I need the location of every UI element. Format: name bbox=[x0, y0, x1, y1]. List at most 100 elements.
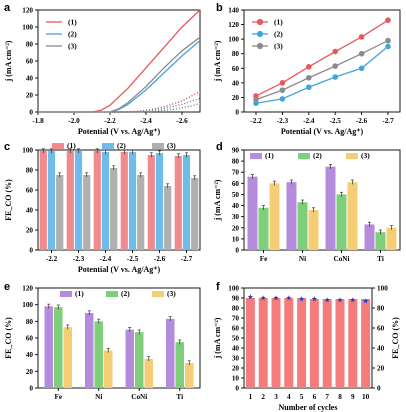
bar bbox=[258, 298, 268, 388]
series-line bbox=[255, 40, 389, 101]
star-marker bbox=[260, 295, 266, 301]
y-tick-label: 60 bbox=[26, 58, 34, 66]
y-tick-label-right: 0 bbox=[377, 385, 381, 393]
bar bbox=[101, 152, 110, 250]
bar bbox=[175, 342, 184, 388]
bar bbox=[166, 318, 175, 388]
panel-a: a 0 20 40 60 80 100 120 -1.8 -2.0 -2.2 -2.4 -2.6 (1) (… bbox=[4, 2, 201, 136]
bar bbox=[375, 232, 386, 250]
x-tick-label: Ti bbox=[377, 255, 384, 263]
y-tick-label-right: 40 bbox=[377, 345, 385, 353]
bar bbox=[348, 299, 358, 388]
bar bbox=[164, 186, 172, 250]
bar bbox=[44, 306, 53, 388]
x-tick-label: -2.7 bbox=[382, 117, 394, 125]
x-tick-label: -2.2 bbox=[104, 117, 116, 125]
data-point bbox=[306, 64, 312, 70]
data-point bbox=[332, 74, 339, 80]
y-tick-label: 20 bbox=[232, 365, 240, 373]
data-point bbox=[358, 50, 365, 57]
y-tick-label: 60 bbox=[232, 180, 240, 188]
x-tick-label: -2.0 bbox=[68, 117, 80, 125]
x-tick-label: 2 bbox=[261, 393, 265, 401]
x-axis-label: Number of cycles bbox=[279, 403, 338, 412]
legend-label: (3) bbox=[361, 151, 370, 160]
y-axis-label: j (mA cm⁻²) bbox=[4, 40, 13, 82]
x-tick-label: -2.5 bbox=[330, 117, 342, 125]
x-tick-label: -2.3 bbox=[277, 117, 289, 125]
series-dotted-line bbox=[38, 102, 201, 113]
legend-label: (2) bbox=[313, 151, 322, 160]
data-point bbox=[385, 17, 391, 24]
data-point bbox=[279, 87, 286, 93]
legend-swatch bbox=[106, 291, 118, 297]
y-axis-label-right: FE_CO (%) bbox=[391, 317, 400, 359]
y-tick-label: 80 bbox=[232, 305, 240, 313]
y-tick-label: 30 bbox=[232, 213, 240, 221]
y-tick-label: 100 bbox=[228, 285, 239, 293]
star-marker bbox=[286, 295, 292, 301]
legend-label: (1) bbox=[68, 18, 77, 27]
bar bbox=[104, 350, 113, 388]
x-tick-label: 6 bbox=[313, 393, 317, 401]
y-tick-label-right: 20 bbox=[377, 365, 385, 373]
x-tick-label: Fe bbox=[260, 255, 268, 263]
bar bbox=[137, 175, 145, 250]
panel-letter: a bbox=[4, 2, 11, 14]
y-tick-label: 40 bbox=[232, 345, 240, 353]
bar bbox=[347, 182, 358, 250]
y-tick-label-right: 80 bbox=[377, 305, 385, 313]
data-point bbox=[358, 34, 365, 40]
panel-letter: b bbox=[216, 2, 223, 14]
y-tick-label: 60 bbox=[232, 65, 240, 73]
series-line bbox=[255, 19, 389, 97]
legend-label: (1) bbox=[265, 151, 274, 160]
bar bbox=[297, 202, 308, 250]
legend-swatch bbox=[346, 153, 358, 159]
series-line bbox=[255, 45, 389, 104]
x-tick-label: Ni bbox=[299, 255, 306, 263]
bar bbox=[56, 175, 64, 250]
bar bbox=[110, 168, 118, 250]
bar bbox=[286, 182, 297, 250]
x-tick-label: 10 bbox=[362, 393, 370, 401]
bar bbox=[269, 183, 280, 250]
y-tick-label: 0 bbox=[235, 247, 239, 255]
y-tick-label: 20 bbox=[26, 92, 34, 100]
bar bbox=[93, 151, 101, 250]
y-axis-label: FE_CO (%) bbox=[4, 317, 13, 359]
bar bbox=[144, 358, 153, 388]
plot-frame bbox=[243, 9, 401, 113]
bar bbox=[185, 363, 194, 388]
y-tick-label: 40 bbox=[26, 351, 34, 359]
y-tick-label: 120 bbox=[22, 285, 33, 293]
legend-label: (3) bbox=[68, 42, 77, 51]
bar bbox=[191, 178, 199, 250]
legend-swatch bbox=[52, 143, 64, 149]
data-point bbox=[306, 84, 312, 91]
y-tick-label: 100 bbox=[22, 301, 33, 309]
panel-b: b 0 20 40 60 80 100 120 140 -2.2 -2.3 -2.4 -2.5 -2.6 -… bbox=[213, 2, 401, 136]
y-tick-label: 70 bbox=[232, 169, 240, 177]
x-tick-label: -2.2 bbox=[46, 255, 58, 263]
panel-letter: e bbox=[4, 281, 10, 293]
y-tick-label: 120 bbox=[22, 7, 33, 15]
y-tick-label: 20 bbox=[26, 227, 34, 235]
x-tick-label: -2.4 bbox=[140, 117, 152, 125]
legend-label: (3) bbox=[167, 141, 176, 150]
bar bbox=[182, 155, 191, 250]
data-point bbox=[358, 65, 365, 72]
y-tick-label: 0 bbox=[235, 385, 239, 393]
bar bbox=[66, 151, 74, 250]
data-point bbox=[306, 74, 312, 81]
bar bbox=[284, 298, 294, 388]
y-tick-label: 20 bbox=[26, 368, 34, 376]
x-tick-label: 3 bbox=[274, 393, 278, 401]
panel-letter: c bbox=[4, 141, 10, 153]
star-marker bbox=[362, 298, 369, 304]
legend-marker bbox=[256, 42, 264, 50]
y-tick-label: 60 bbox=[26, 187, 34, 195]
bar bbox=[85, 313, 94, 388]
legend-swatch bbox=[250, 153, 262, 159]
bar bbox=[386, 227, 397, 250]
